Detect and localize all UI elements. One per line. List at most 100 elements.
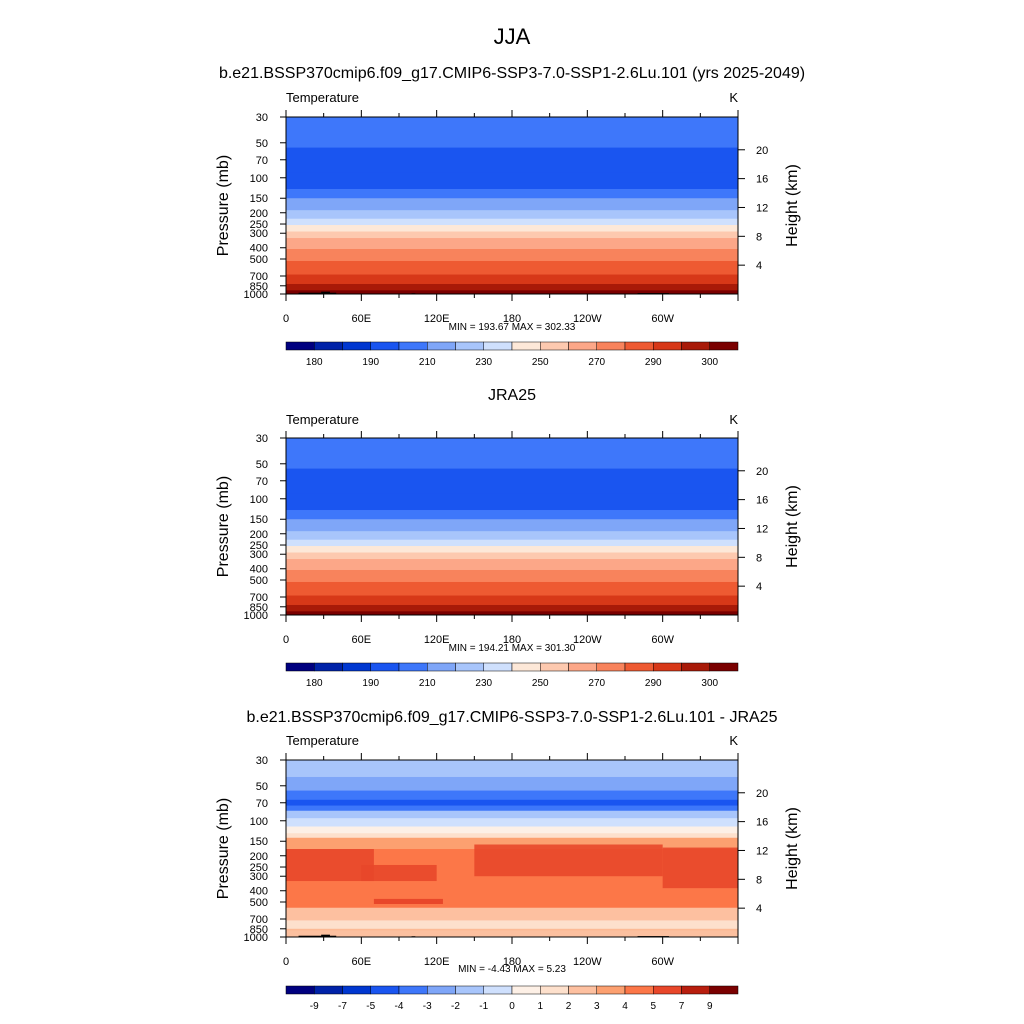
pressure-tick-label: 150 bbox=[250, 193, 268, 205]
colorbar-box bbox=[653, 662, 682, 672]
field-band bbox=[286, 920, 738, 931]
pressure-tick-label: 50 bbox=[256, 138, 268, 150]
colorbar-label: -2 bbox=[451, 1001, 460, 1012]
field-band bbox=[286, 189, 738, 199]
pressure-tick-label: 250 bbox=[250, 219, 268, 231]
colorbar-label: -9 bbox=[310, 1001, 319, 1012]
colorbar-box bbox=[511, 341, 541, 351]
ylabel-right: Height (km) bbox=[784, 164, 801, 247]
ylabel-left: Pressure (mb) bbox=[215, 155, 232, 256]
pressure-tick-label: 70 bbox=[256, 798, 268, 810]
colorbar-box bbox=[540, 341, 569, 351]
colorbar-box bbox=[624, 341, 654, 351]
units-label: K bbox=[729, 90, 738, 105]
field-band bbox=[286, 837, 738, 850]
colorbar-label: 1 bbox=[537, 1001, 543, 1012]
colorbar-label: -3 bbox=[423, 1001, 432, 1012]
colorbar: -9 -7 -5 -4 -3 -2 -1 0 1 2 3 4 5 7 9 bbox=[285, 985, 739, 1012]
colorbar-box bbox=[596, 662, 626, 672]
pressure-tick-label: 30 bbox=[256, 433, 268, 445]
pressure-tick-label: 850 bbox=[250, 281, 268, 293]
variable-label: Temperature bbox=[286, 90, 359, 105]
pressure-tick-label: 150 bbox=[250, 836, 268, 848]
pressure-tick-label: 300 bbox=[250, 549, 268, 561]
pressure-tick-label: 100 bbox=[250, 173, 268, 185]
stats-label: MIN = 194.21 MAX = 301.30 bbox=[449, 643, 576, 654]
x-tick-label: 60W bbox=[651, 313, 674, 325]
field-band bbox=[286, 611, 738, 616]
colorbar-label: 230 bbox=[475, 678, 492, 689]
field-band bbox=[286, 468, 738, 494]
colorbar-box bbox=[540, 985, 569, 995]
height-tick-label: 20 bbox=[756, 788, 768, 800]
anomaly-patch bbox=[286, 849, 374, 882]
colorbar-box bbox=[568, 341, 597, 351]
field-band bbox=[286, 569, 738, 583]
colorbar-box bbox=[285, 662, 315, 672]
colorbar-box bbox=[596, 985, 626, 995]
panel-3: b.e21.BSSP370cmip6.f09_g17.CMIP6-SSP3-7.… bbox=[215, 709, 801, 1012]
pressure-tick-label: 850 bbox=[250, 924, 268, 936]
anomaly-patch bbox=[286, 928, 738, 937]
pressure-tick-label: 150 bbox=[250, 514, 268, 526]
pressure-tick-label: 70 bbox=[256, 476, 268, 488]
field-band bbox=[286, 581, 738, 596]
height-tick-label: 8 bbox=[756, 874, 762, 886]
colorbar-label: 270 bbox=[588, 678, 605, 689]
colorbar-box bbox=[285, 341, 315, 351]
x-tick-label: 120W bbox=[573, 634, 602, 646]
panel-title: b.e21.BSSP370cmip6.f09_g17.CMIP6-SSP3-7.… bbox=[247, 709, 778, 726]
field-band bbox=[286, 826, 738, 834]
pressure-tick-label: 100 bbox=[250, 494, 268, 506]
height-tick-label: 16 bbox=[756, 174, 768, 186]
pressure-tick-label: 400 bbox=[250, 243, 268, 255]
height-tick-label: 12 bbox=[756, 845, 768, 857]
colorbar-label: 210 bbox=[419, 357, 436, 368]
panels: b.e21.BSSP370cmip6.f09_g17.CMIP6-SSP3-7.… bbox=[215, 65, 805, 1012]
pressure-tick-label: 200 bbox=[250, 208, 268, 220]
colorbar-label: 180 bbox=[306, 357, 323, 368]
panel-1: b.e21.BSSP370cmip6.f09_g17.CMIP6-SSP3-7.… bbox=[215, 65, 805, 368]
colorbar-label: -1 bbox=[479, 1001, 488, 1012]
x-tick-label: 120E bbox=[424, 313, 450, 325]
anomaly-patch bbox=[474, 844, 663, 877]
colorbar-box bbox=[398, 662, 428, 672]
colorbar-box bbox=[511, 662, 541, 672]
pressure-tick-label: 1000 bbox=[244, 932, 268, 944]
pressure-tick-label: 1000 bbox=[244, 610, 268, 622]
field-band bbox=[286, 172, 738, 190]
colorbar-box bbox=[709, 341, 739, 351]
colorbar-box bbox=[483, 985, 513, 995]
colorbar-label: 2 bbox=[566, 1001, 572, 1012]
field-band bbox=[286, 231, 738, 239]
terrain-mask bbox=[298, 935, 337, 937]
colorbar-label: 5 bbox=[650, 1001, 656, 1012]
field bbox=[286, 760, 738, 938]
figure-title: JJA bbox=[494, 24, 531, 49]
field-band bbox=[286, 760, 738, 778]
pressure-tick-label: 700 bbox=[250, 592, 268, 604]
colorbar-label: 230 bbox=[475, 357, 492, 368]
pressure-tick-label: 700 bbox=[250, 914, 268, 926]
x-tick-label: 180 bbox=[503, 313, 521, 325]
height-tick-label: 4 bbox=[756, 581, 762, 593]
pressure-tick-label: 500 bbox=[250, 254, 268, 266]
field bbox=[286, 438, 738, 616]
anomaly-patch bbox=[373, 898, 443, 904]
colorbar-box bbox=[483, 341, 513, 351]
colorbar-box bbox=[285, 985, 315, 995]
height-tick-label: 4 bbox=[756, 903, 762, 915]
colorbar-box bbox=[624, 985, 654, 995]
field-band bbox=[286, 519, 738, 532]
x-tick-label: 0 bbox=[283, 313, 289, 325]
colorbar-box bbox=[483, 662, 513, 672]
panel-title: b.e21.BSSP370cmip6.f09_g17.CMIP6-SSP3-7.… bbox=[219, 65, 805, 82]
colorbar-label: 270 bbox=[588, 357, 605, 368]
field-band bbox=[286, 147, 738, 173]
field-band bbox=[286, 198, 738, 211]
colorbar-box bbox=[596, 341, 626, 351]
field-band bbox=[286, 218, 738, 226]
pressure-tick-label: 50 bbox=[256, 459, 268, 471]
colorbar-label: 210 bbox=[419, 678, 436, 689]
field-band bbox=[286, 493, 738, 511]
